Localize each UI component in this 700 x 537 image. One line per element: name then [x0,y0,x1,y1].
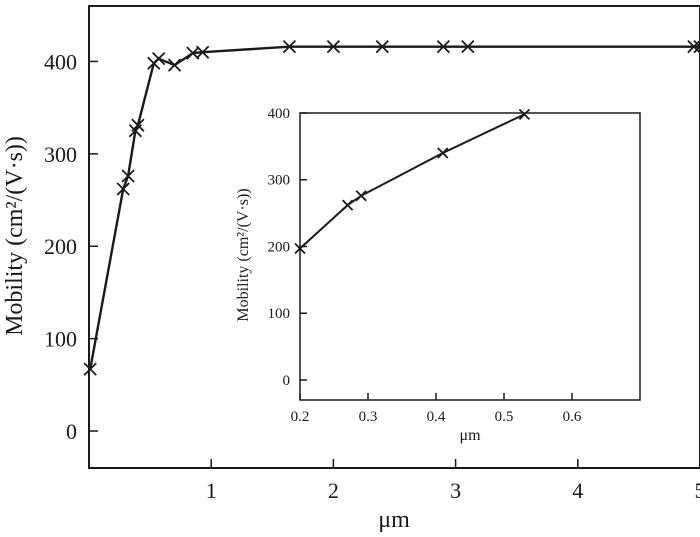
inset-x-tick-label: 0.4 [427,409,446,425]
main-y-tick-label: 100 [44,327,77,352]
inset-y-tick-label: 300 [268,173,291,189]
main-x-tick-label: 1 [206,478,217,503]
inset-y-tick-label: 100 [268,306,291,322]
inset-x-tick-label: 0.3 [359,409,378,425]
main-x-axis-title: μm [378,507,410,532]
main-x-tick-label: 4 [572,478,583,503]
inset-y-tick-label: 200 [268,239,291,255]
main-x-tick-label: 2 [328,478,339,503]
main-y-axis-title: Mobility (cm²/(V·s)) [2,136,28,336]
inset-x-axis-title: μm [459,427,481,444]
main-y-tick-label: 400 [44,49,77,74]
inset-y-tick-label: 400 [268,106,291,122]
main-y-tick-label: 200 [44,234,77,259]
main-y-tick-label: 0 [66,419,77,444]
main-x-tick-label: 3 [450,478,461,503]
inset-x-tick-label: 0.6 [563,409,582,425]
main-x-tick-label: 5 [695,478,700,503]
main-y-tick-label: 300 [44,142,77,167]
inset-x-tick-label: 0.2 [291,409,310,425]
inset-x-tick-label: 0.5 [495,409,514,425]
inset-y-axis-title: Mobility (cm²/(V·s)) [235,188,252,321]
inset-plot-frame [300,113,640,400]
inset-y-tick-label: 0 [283,373,291,389]
